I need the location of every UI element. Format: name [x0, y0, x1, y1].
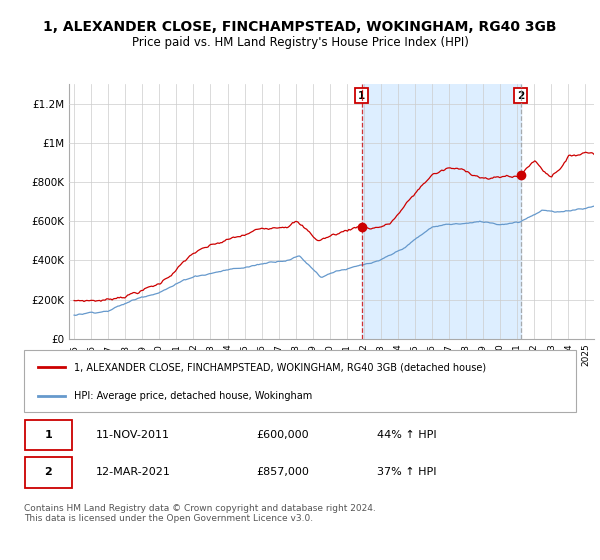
- Text: 37% ↑ HPI: 37% ↑ HPI: [377, 468, 437, 477]
- Text: 1, ALEXANDER CLOSE, FINCHAMPSTEAD, WOKINGHAM, RG40 3GB: 1, ALEXANDER CLOSE, FINCHAMPSTEAD, WOKIN…: [43, 20, 557, 34]
- Text: HPI: Average price, detached house, Wokingham: HPI: Average price, detached house, Woki…: [74, 391, 312, 401]
- Text: 1: 1: [358, 91, 365, 101]
- Text: 2: 2: [44, 468, 52, 477]
- Text: Price paid vs. HM Land Registry's House Price Index (HPI): Price paid vs. HM Land Registry's House …: [131, 36, 469, 49]
- Text: 44% ↑ HPI: 44% ↑ HPI: [377, 430, 437, 440]
- FancyBboxPatch shape: [25, 420, 72, 450]
- Text: Contains HM Land Registry data © Crown copyright and database right 2024.
This d: Contains HM Land Registry data © Crown c…: [24, 504, 376, 523]
- Text: 1, ALEXANDER CLOSE, FINCHAMPSTEAD, WOKINGHAM, RG40 3GB (detached house): 1, ALEXANDER CLOSE, FINCHAMPSTEAD, WOKIN…: [74, 362, 486, 372]
- FancyBboxPatch shape: [25, 458, 72, 488]
- Text: 11-NOV-2011: 11-NOV-2011: [96, 430, 170, 440]
- Bar: [362, 84, 521, 339]
- Text: 12-MAR-2021: 12-MAR-2021: [96, 468, 170, 477]
- Text: £857,000: £857,000: [256, 468, 309, 477]
- FancyBboxPatch shape: [24, 350, 576, 412]
- Text: 1: 1: [44, 430, 52, 440]
- Text: 2: 2: [517, 91, 524, 101]
- Text: £600,000: £600,000: [256, 430, 308, 440]
